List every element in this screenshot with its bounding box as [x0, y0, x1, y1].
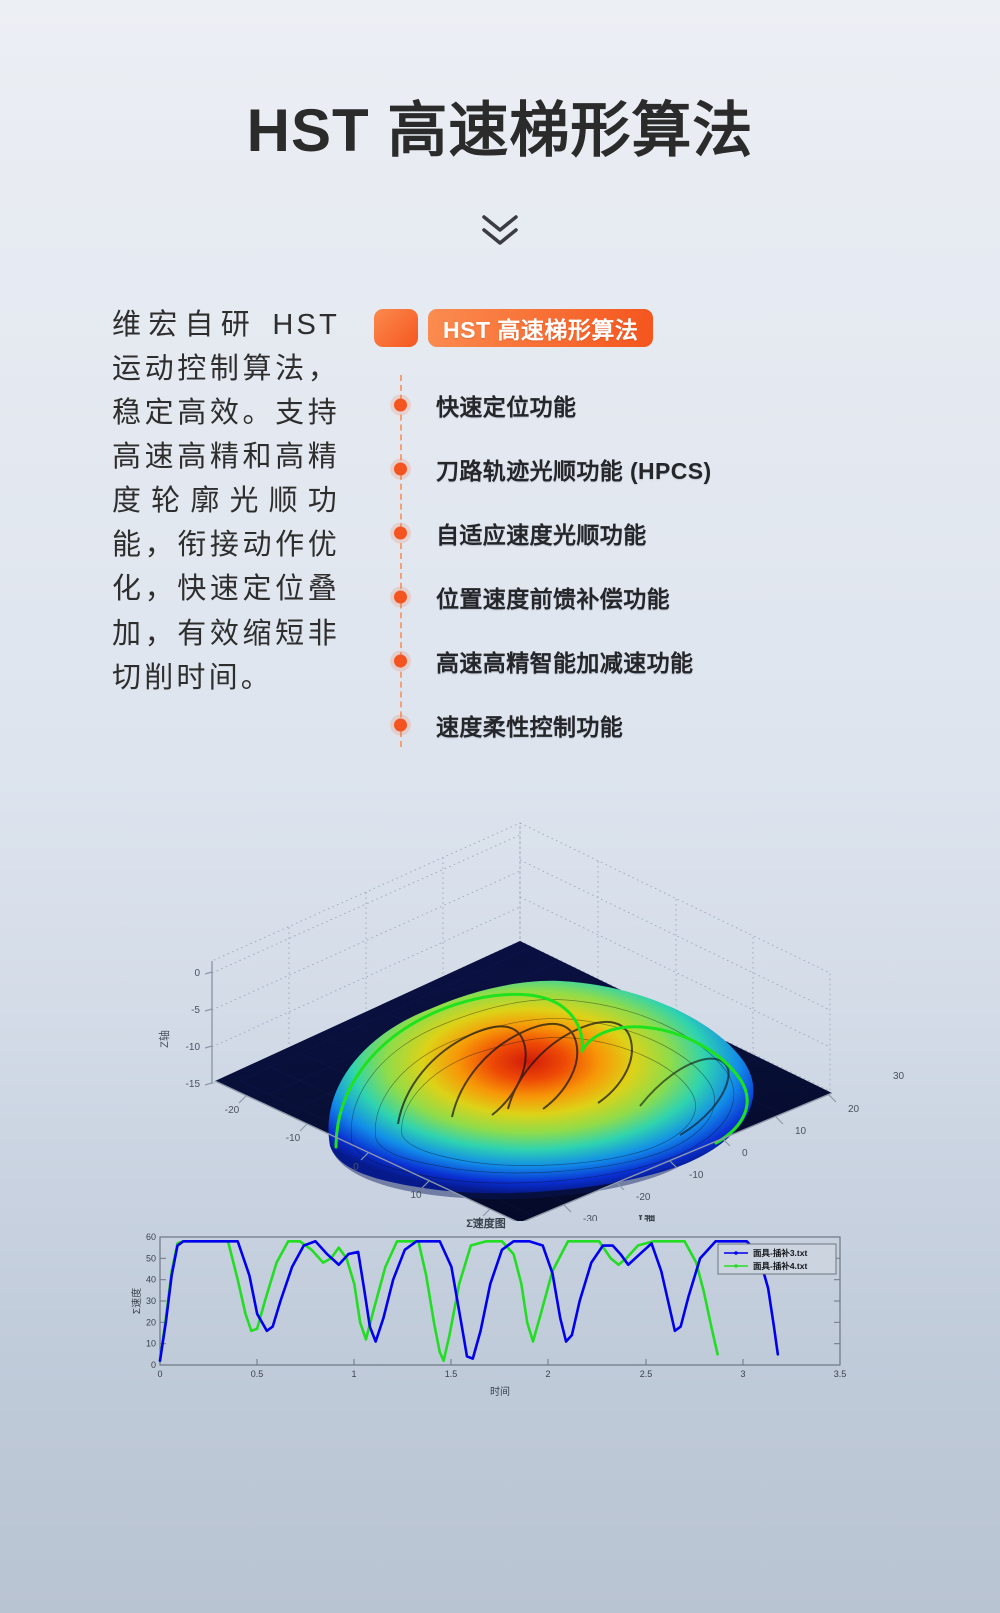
svg-text:1: 1	[351, 1369, 356, 1379]
svg-text:0: 0	[194, 968, 200, 979]
svg-text:2: 2	[545, 1369, 550, 1379]
page-title: HST 高速梯形算法	[246, 97, 754, 164]
toolpath-curve	[334, 992, 749, 1149]
feature-column: HST 高速梯形算法 快速定位功能 刀路轨迹光顺功能 (HPCS) 自适应速度光…	[352, 303, 1000, 757]
list-item[interactable]: 高速高精智能加减速功能	[374, 629, 1000, 693]
bullet-dot-icon	[394, 398, 407, 412]
y-axis-label: Σ速度	[130, 1288, 143, 1314]
svg-text:-10: -10	[186, 1042, 201, 1053]
series-line-green	[158, 1239, 780, 1363]
axis-lines	[211, 961, 833, 1221]
chart-legend: 面具-插补3.txt 面具-插补4.txt	[717, 1243, 837, 1275]
svg-text:10: 10	[410, 1190, 422, 1201]
y-axis-ticks	[160, 1236, 840, 1366]
bullet-dot-icon	[394, 654, 407, 668]
feature-list: 快速定位功能 刀路轨迹光顺功能 (HPCS) 自适应速度光顺功能 位置速度前馈补…	[374, 373, 1000, 757]
svg-text:-15: -15	[186, 1079, 201, 1090]
svg-text:0: 0	[157, 1369, 162, 1379]
feature-label: 刀路轨迹光顺功能 (HPCS)	[436, 458, 712, 484]
svg-text:20: 20	[146, 1317, 156, 1327]
surface-plot-3d: 0 -5 -10 -15 Z轴 -20 -10 0 10 20	[0, 791, 1000, 1221]
svg-text:0.5: 0.5	[251, 1369, 264, 1379]
svg-text:0: 0	[151, 1360, 156, 1370]
bullet-dot-icon	[394, 462, 407, 476]
feature-label: 快速定位功能	[436, 394, 577, 420]
svg-text:3: 3	[740, 1369, 745, 1379]
bullet-dot-icon	[394, 590, 407, 604]
svg-text:-5: -5	[191, 1005, 200, 1016]
svg-text:60: 60	[146, 1232, 156, 1242]
x-axis-ticks: -20 -10 0 10 20	[225, 1095, 491, 1221]
charts-section: 0 -5 -10 -15 Z轴 -20 -10 0 10 20	[0, 791, 1000, 1415]
svg-text:0: 0	[742, 1148, 748, 1159]
svg-text:20: 20	[471, 1218, 483, 1221]
y-axis-ticks: -30 -20 -10 0 10 20 30	[563, 1071, 905, 1221]
speed-line-chart: Σ速度图 Y轴 0 10 20 30 40 50 60 Σ速度	[0, 1215, 1000, 1415]
y-tick-labels: 0 10 20 30 40 50 60	[146, 1232, 156, 1370]
list-item[interactable]: 快速定位功能	[374, 373, 1000, 437]
surface-plot-svg: 0 -5 -10 -15 Z轴 -20 -10 0 10 20	[157, 822, 905, 1221]
svg-text:-10: -10	[689, 1170, 704, 1181]
feature-badge: HST 高速梯形算法	[374, 309, 1000, 347]
svg-text:30: 30	[893, 1071, 905, 1082]
list-item[interactable]: 自适应速度光顺功能	[374, 501, 1000, 565]
svg-text:10: 10	[795, 1126, 807, 1137]
list-item[interactable]: 位置速度前馈补偿功能	[374, 565, 1000, 629]
feature-label: 自适应速度光顺功能	[436, 522, 647, 548]
legend-label-0: 面具-插补3.txt	[753, 1248, 807, 1258]
description-text: 维宏自研 HST 运动控制算法，稳定高效。支持高速高精和高精度轮廓光顺功能，衔接…	[112, 309, 340, 694]
x-axis-label: 时间	[490, 1385, 510, 1398]
svg-text:0: 0	[353, 1162, 359, 1173]
surface-mesh	[328, 980, 754, 1200]
double-chevron-down-icon	[0, 211, 1000, 251]
svg-text:-30: -30	[583, 1214, 598, 1221]
feature-label: 速度柔性控制功能	[436, 714, 624, 740]
series-line-blue	[158, 1239, 719, 1363]
badge-label: HST 高速梯形算法	[428, 309, 654, 347]
svg-text:50: 50	[146, 1253, 156, 1263]
orange-square-icon	[374, 309, 418, 347]
surface-plot-title: Σ速度图	[466, 1216, 506, 1230]
z-axis-label: Z轴	[157, 1030, 171, 1048]
x-axis-ticks	[159, 1359, 841, 1365]
description-column: 维宏自研 HST 运动控制算法，稳定高效。支持高速高精和高精度轮廓光顺功能，衔接…	[0, 303, 352, 700]
hero-title-block: HST 高速梯形算法	[0, 0, 1000, 251]
svg-text:-10: -10	[286, 1133, 301, 1144]
svg-text:20: 20	[848, 1104, 860, 1115]
list-item[interactable]: 速度柔性控制功能	[374, 693, 1000, 757]
surface-plot-y-label: Y轴	[637, 1215, 655, 1223]
svg-text:-20: -20	[636, 1192, 651, 1203]
svg-text:40: 40	[146, 1275, 156, 1285]
x-tick-labels: 0 0.5 1 1.5 2 2.5 3 3.5	[157, 1369, 846, 1379]
svg-text:3.5: 3.5	[834, 1369, 847, 1379]
feature-label: 高速高精智能加减速功能	[436, 650, 694, 676]
feature-label: 位置速度前馈补偿功能	[436, 586, 670, 612]
bullet-dot-icon	[394, 526, 407, 540]
list-item[interactable]: 刀路轨迹光顺功能 (HPCS)	[374, 437, 1000, 501]
svg-text:1.5: 1.5	[445, 1369, 458, 1379]
z-axis-ticks: 0 -5 -10 -15	[186, 968, 213, 1090]
legend-label-1: 面具-插补4.txt	[753, 1261, 807, 1271]
svg-text:2.5: 2.5	[640, 1369, 653, 1379]
plot-gridlines	[211, 822, 831, 1092]
svg-text:30: 30	[146, 1296, 156, 1306]
svg-text:10: 10	[146, 1339, 156, 1349]
svg-text:-20: -20	[225, 1105, 240, 1116]
bullet-dot-icon	[394, 718, 407, 732]
feature-section: 维宏自研 HST 运动控制算法，稳定高效。支持高速高精和高精度轮廓光顺功能，衔接…	[0, 251, 1000, 757]
